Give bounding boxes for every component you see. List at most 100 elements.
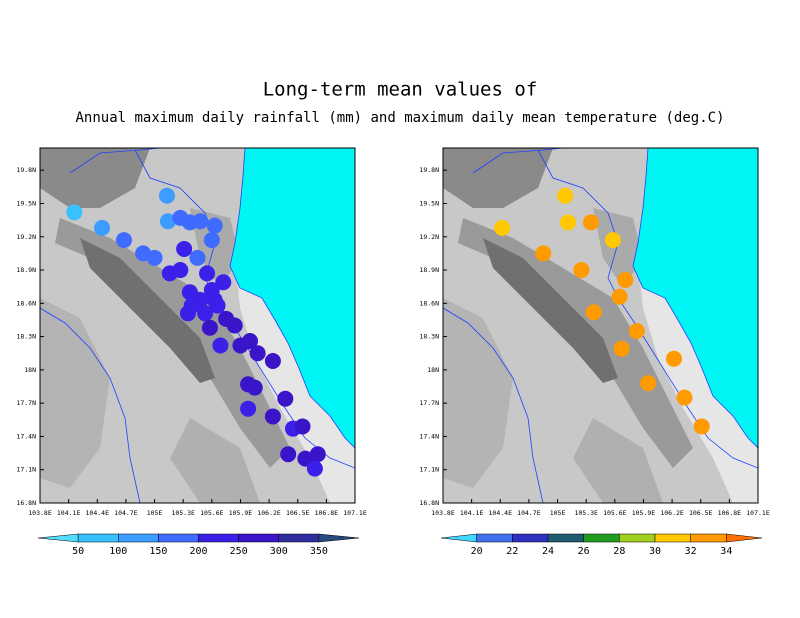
x-tick-label: 104.4E [86,509,110,517]
y-tick-label: 19.5N [16,199,36,207]
y-tick-label: 18.9N [16,266,36,274]
colorbar-label: 30 [649,546,661,557]
y-tick-label: 19.8N [419,166,439,174]
station [582,214,599,231]
station [176,240,193,257]
y-tick-label: 18.3N [419,333,439,341]
station [192,213,209,230]
colorbar-label: 350 [310,546,328,557]
colorbar-label: 24 [542,546,554,557]
x-tick-label: 107.1E [746,509,770,517]
colorbar-label: 150 [149,546,167,557]
x-tick-label: 105.3E [171,509,195,517]
station [212,337,229,354]
x-tick-label: 106.5E [286,509,310,517]
station [246,379,263,396]
colorbar-swatch [512,533,549,543]
colorbar-swatch [654,533,691,543]
y-tick-label: 17.1N [419,466,439,474]
x-tick-label: 104.7E [114,509,138,517]
x-tick-label: 107.1E [343,509,367,517]
title: Long-term mean values of [263,79,538,101]
map-frame [39,147,356,504]
station [297,450,314,467]
station [613,340,630,357]
x-tick-label: 106.8E [315,509,339,517]
y-tick-label: 17.7N [419,399,439,407]
x-tick-label: 104.4E [489,509,513,517]
station [557,187,574,204]
station [242,333,258,350]
x-tick-label: 105E [550,509,566,517]
station [628,323,645,340]
station [249,345,266,362]
station [158,187,175,204]
station [585,304,602,321]
colorbar-swatch [690,533,727,543]
station [215,274,232,291]
y-tick-label: 19.8N [16,166,36,174]
station [116,232,132,249]
colorbar-swatch [476,533,513,543]
colorbar-swatch [547,533,584,543]
station [94,219,111,236]
x-tick-label: 105E [147,509,163,517]
y-tick-label: 18.6N [419,299,439,307]
station [640,375,657,392]
x-tick-label: 106.2E [257,509,281,517]
station [309,446,326,463]
y-tick-label: 17.4N [419,432,439,440]
y-tick-label: 16.8N [419,499,439,507]
station [199,265,216,282]
colorbar-arrow [440,533,477,543]
colorbar-swatch [278,533,320,543]
station [573,262,590,279]
y-tick-label: 18.6N [16,299,36,307]
map-panel: 103.8E 104.1E 104.4E 104.7E 105E 105.3E 105.6E… [16,147,367,557]
colorbar-label: 300 [270,546,288,557]
station [277,390,294,407]
colorbar-label: 50 [72,546,84,557]
station [264,353,281,369]
colorbar-label: 250 [230,546,248,557]
subtitle: Annual maximum daily rainfall (mm) and m… [75,110,724,126]
y-tick-label: 19.2N [16,233,36,241]
x-tick-label: 104.1E [57,509,81,517]
y-tick-label: 19.5N [419,199,439,207]
y-tick-label: 17.7N [16,399,36,407]
x-tick-label: 105.9E [632,509,656,517]
station [693,418,710,435]
station [264,408,281,425]
station [306,460,323,477]
station [494,219,511,236]
colorbar-arrow [318,533,360,543]
station [535,245,552,262]
y-tick-label: 19.2N [419,233,439,241]
station [280,446,297,463]
station [203,232,220,249]
station [560,214,577,231]
x-tick-label: 103.8E [28,509,52,517]
station [66,204,83,221]
station [159,213,176,230]
colorbar-label: 20 [471,546,483,557]
station [201,319,218,336]
y-tick-label: 17.1N [16,466,36,474]
station [172,262,189,279]
x-tick-label: 104.1E [460,509,484,517]
station [189,249,206,266]
station [206,217,223,234]
station [666,350,682,367]
station [676,389,693,406]
x-tick-label: 106.2E [660,509,684,517]
station [179,305,196,322]
colorbar-swatch [619,533,656,543]
colorbar-swatch [118,533,159,543]
colorbar-label: 32 [685,546,697,557]
station [240,400,257,417]
colorbar-swatch [158,533,199,543]
y-tick-label: 18N [24,366,36,374]
station [192,291,209,308]
colorbar-arrow [37,533,79,543]
